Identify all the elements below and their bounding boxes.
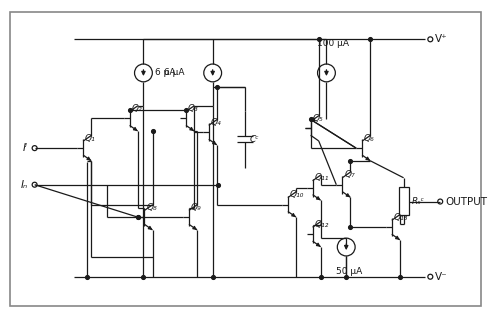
Text: OUTPUT: OUTPUT (445, 197, 487, 206)
Text: Q₁: Q₁ (85, 134, 96, 143)
Text: 50 μA: 50 μA (336, 267, 363, 276)
Text: Q₉: Q₉ (191, 203, 202, 212)
FancyBboxPatch shape (10, 11, 481, 307)
Text: V⁺: V⁺ (435, 34, 448, 44)
Text: Q₁₀: Q₁₀ (290, 190, 304, 199)
Text: Q₅: Q₅ (312, 114, 323, 123)
Text: Q₆: Q₆ (364, 134, 375, 143)
Text: Q₇: Q₇ (344, 170, 355, 179)
Text: Q₈: Q₈ (146, 203, 157, 212)
Text: Q₂: Q₂ (131, 104, 142, 113)
Text: Q₁₁: Q₁₁ (314, 173, 329, 182)
Text: Q₄: Q₄ (211, 118, 221, 127)
Text: Q₁₂: Q₁₂ (314, 220, 329, 229)
Bar (399, 187, 409, 215)
Text: Iᴵ: Iᴵ (23, 143, 28, 153)
Text: Q₁₃: Q₁₃ (394, 213, 408, 222)
Text: Q₃: Q₃ (188, 104, 199, 113)
Text: 100 μA: 100 μA (316, 39, 349, 48)
Text: Cᶜ: Cᶜ (249, 135, 259, 144)
Text: 6 μA: 6 μA (155, 68, 176, 78)
Text: Iₙ: Iₙ (20, 180, 28, 190)
Text: V⁻: V⁻ (435, 272, 448, 282)
Text: 6 μA: 6 μA (165, 68, 185, 78)
Text: Rₛᶜ: Rₛᶜ (412, 197, 425, 205)
